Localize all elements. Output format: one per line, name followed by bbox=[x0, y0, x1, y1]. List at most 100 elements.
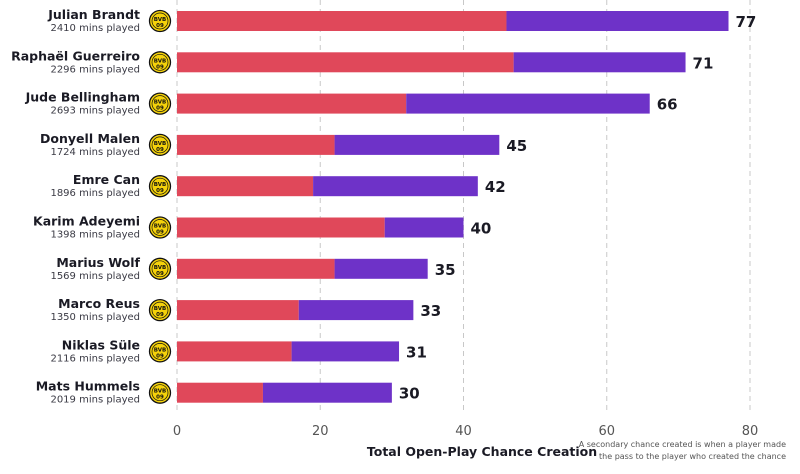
badge-inner-ring bbox=[151, 53, 169, 71]
badge-inner-ring bbox=[151, 95, 169, 112]
player-minutes: 2693 mins played bbox=[50, 106, 140, 117]
badge-inner-ring bbox=[151, 301, 169, 319]
badge-text-bottom: 09 bbox=[156, 64, 164, 70]
player-minutes: 1398 mins played bbox=[50, 230, 140, 241]
footnote-line-2: the pass to the player who created the c… bbox=[599, 452, 786, 461]
bar-total-label: 42 bbox=[485, 178, 506, 196]
badge-text-top: BVB bbox=[154, 141, 166, 147]
player-name: Julian Brandt bbox=[47, 7, 140, 22]
bar-total-label: 31 bbox=[406, 343, 427, 361]
badge-text-top: BVB bbox=[154, 265, 166, 271]
badge-inner-ring bbox=[151, 136, 169, 154]
player-name: Karim Adeyemi bbox=[33, 214, 140, 229]
bar-segment-1 bbox=[177, 134, 335, 155]
bar-segment-1 bbox=[177, 217, 385, 238]
badge-text-top: BVB bbox=[154, 347, 166, 353]
bar-total-label: 35 bbox=[435, 261, 456, 279]
x-tick-label-40: 40 bbox=[455, 424, 472, 439]
player-minutes: 1724 mins played bbox=[50, 147, 140, 158]
badge-ring bbox=[148, 257, 172, 280]
bar-segment-2 bbox=[334, 134, 500, 155]
badge-inner-ring bbox=[151, 12, 169, 30]
player-minutes: 2116 mins played bbox=[50, 353, 140, 364]
player-name: Raphaël Guerreiro bbox=[11, 48, 140, 63]
badge-inner-ring bbox=[151, 219, 169, 236]
bar-total-label: 45 bbox=[506, 137, 527, 155]
badge-text-top: BVB bbox=[154, 58, 166, 64]
bar-segment-2 bbox=[506, 11, 729, 31]
footnote-line-1: A secondary chance created is when a pla… bbox=[579, 440, 786, 449]
badge-text-bottom: 09 bbox=[156, 230, 164, 236]
badge-ring bbox=[148, 298, 172, 322]
player-name: Mats Hummels bbox=[36, 379, 140, 394]
player-minutes: 2296 mins played bbox=[50, 64, 140, 75]
player-name: Marius Wolf bbox=[56, 255, 140, 270]
badge-text-top: BVB bbox=[154, 224, 166, 230]
bar-segment-2 bbox=[298, 300, 414, 321]
bar-segment-2 bbox=[291, 341, 400, 362]
bar-segment-2 bbox=[262, 382, 392, 403]
badge-text-bottom: 09 bbox=[156, 188, 164, 194]
badge-text-top: BVB bbox=[154, 17, 166, 23]
badge-text-top: BVB bbox=[154, 100, 166, 106]
badge-ring bbox=[148, 92, 172, 115]
bar-total-label: 77 bbox=[736, 13, 757, 31]
badge-ring bbox=[148, 51, 172, 74]
badge-text-bottom: 09 bbox=[156, 271, 164, 277]
bar-segment-2 bbox=[513, 52, 686, 73]
player-name: Marco Reus bbox=[58, 296, 140, 311]
bar-segment-2 bbox=[406, 93, 650, 114]
player-name: Donyell Malen bbox=[40, 131, 140, 146]
x-axis-label: Total Open-Play Chance Creation bbox=[367, 444, 597, 459]
badge-ring bbox=[148, 9, 172, 33]
badge-ring bbox=[148, 216, 172, 239]
player-name: Emre Can bbox=[73, 172, 140, 187]
player-name: Niklas Süle bbox=[62, 337, 140, 352]
player-minutes: 2410 mins played bbox=[50, 23, 140, 34]
bar-segment-1 bbox=[177, 52, 514, 73]
bar-segment-2 bbox=[313, 176, 478, 197]
badge-ring bbox=[148, 381, 172, 404]
bar-segment-1 bbox=[177, 93, 407, 114]
badge-text-top: BVB bbox=[154, 182, 166, 188]
badge-inner-ring bbox=[151, 177, 169, 195]
badge-ring bbox=[148, 175, 172, 198]
bar-segment-2 bbox=[384, 217, 464, 238]
bar-total-label: 71 bbox=[693, 54, 714, 72]
badge-inner-ring bbox=[151, 260, 169, 278]
badge-text-bottom: 09 bbox=[156, 312, 164, 318]
x-tick-label-60: 60 bbox=[598, 424, 615, 439]
badge-text-top: BVB bbox=[154, 389, 166, 395]
badge-text-bottom: 09 bbox=[156, 23, 164, 29]
badge-text-bottom: 09 bbox=[156, 106, 164, 112]
bar-segment-1 bbox=[177, 382, 263, 403]
player-minutes: 2019 mins played bbox=[50, 395, 140, 406]
badge-text-bottom: 09 bbox=[156, 395, 164, 401]
bar-segment-1 bbox=[177, 176, 314, 197]
x-axis: 0 20 40 60 80 bbox=[173, 424, 758, 439]
bar-segment-1 bbox=[177, 341, 292, 362]
badge-text-bottom: 09 bbox=[156, 147, 164, 153]
bar-segment-2 bbox=[334, 258, 428, 279]
player-minutes: 1569 mins played bbox=[50, 271, 140, 282]
badge-text-bottom: 09 bbox=[156, 353, 164, 359]
bar-total-label: 30 bbox=[399, 385, 420, 403]
x-tick-label-20: 20 bbox=[312, 424, 329, 439]
